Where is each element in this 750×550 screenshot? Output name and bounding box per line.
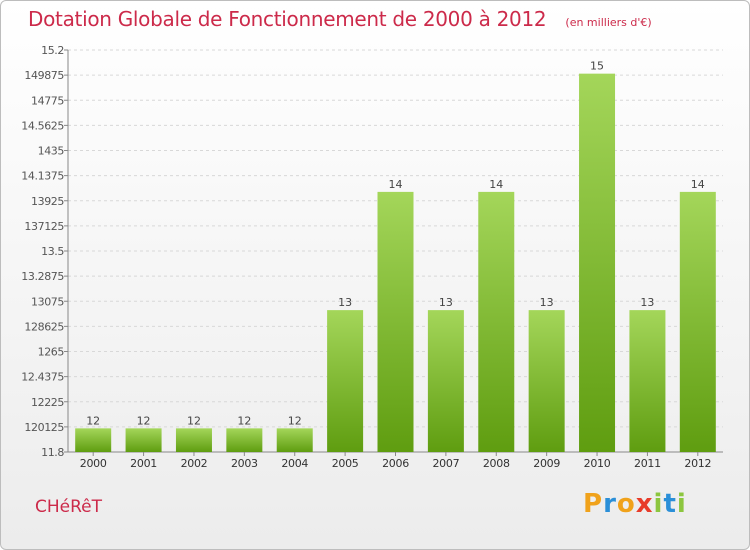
x-tick-label: 2003 bbox=[231, 457, 258, 470]
data-label: 12 bbox=[187, 414, 201, 427]
y-tick-label: 137125 bbox=[24, 220, 64, 233]
x-tick-label: 2002 bbox=[181, 457, 208, 470]
x-tick-label: 2005 bbox=[332, 457, 359, 470]
x-tick-label: 2004 bbox=[281, 457, 308, 470]
logo-letter: r bbox=[603, 489, 617, 519]
data-label: 14 bbox=[691, 178, 705, 191]
data-label: 14 bbox=[489, 178, 503, 191]
data-labels: 12 12 12 12 12 13 14 13 14 13 15 13 14 bbox=[86, 60, 705, 428]
data-label: 12 bbox=[86, 414, 100, 427]
y-tick-label: 13.5 bbox=[41, 245, 64, 258]
x-tick-label: 2000 bbox=[80, 457, 107, 470]
x-tick-label: 2001 bbox=[130, 457, 157, 470]
chart-title: Dotation Globale de Fonctionnement de 20… bbox=[28, 7, 547, 31]
data-label: 15 bbox=[590, 60, 604, 73]
y-tick-label: 12225 bbox=[31, 396, 64, 409]
title-row: Dotation Globale de Fonctionnement de 20… bbox=[28, 7, 652, 31]
bar-2003 bbox=[226, 428, 263, 452]
x-tick-label: 2008 bbox=[483, 457, 510, 470]
y-tick-label: 1265 bbox=[38, 346, 65, 359]
bar-2002 bbox=[175, 428, 212, 452]
x-tick-label: 2011 bbox=[634, 457, 661, 470]
y-tick-label: 120125 bbox=[24, 421, 64, 434]
bar-2012 bbox=[679, 191, 716, 452]
bar-2005 bbox=[327, 310, 364, 452]
y-tick-label: 13925 bbox=[31, 195, 64, 208]
y-tick-label: 12.4375 bbox=[21, 371, 64, 384]
x-tick-label: 2007 bbox=[432, 457, 459, 470]
data-label: 13 bbox=[640, 296, 654, 309]
y-tick-label: 128625 bbox=[24, 320, 64, 333]
bar-2000 bbox=[75, 428, 112, 452]
y-tick-label: 149875 bbox=[24, 69, 64, 82]
logo-letter: i bbox=[653, 489, 664, 519]
y-tick-label: 11.8 bbox=[41, 446, 64, 459]
bar-2010 bbox=[579, 73, 616, 452]
logo-letter: P bbox=[583, 489, 604, 519]
grid bbox=[68, 49, 723, 453]
data-label: 13 bbox=[540, 296, 554, 309]
y-tick-label: 14.1375 bbox=[21, 170, 64, 183]
logo-letter: i bbox=[676, 489, 687, 519]
bar-2011 bbox=[629, 310, 666, 452]
data-label: 13 bbox=[338, 296, 352, 309]
data-label: 12 bbox=[137, 414, 151, 427]
commune-name: CHéRêT bbox=[35, 497, 103, 517]
logo-letter: x bbox=[635, 489, 654, 519]
data-label: 13 bbox=[439, 296, 453, 309]
x-tick-label: 2006 bbox=[382, 457, 409, 470]
bars bbox=[75, 73, 716, 452]
x-tick-label: 2009 bbox=[533, 457, 560, 470]
data-label: 12 bbox=[237, 414, 251, 427]
logo-letter: o bbox=[616, 489, 636, 519]
y-tick-label: 14775 bbox=[31, 94, 64, 107]
y-tick-label: 13075 bbox=[31, 295, 64, 308]
logo-letter: t bbox=[663, 489, 677, 519]
y-tick-label: 14.5625 bbox=[21, 119, 64, 132]
x-tick-label: 2010 bbox=[584, 457, 611, 470]
bar-2007 bbox=[427, 310, 464, 452]
axes: 11.8 120125 12225 12.4375 1265 128625 13075 13.… bbox=[21, 44, 723, 470]
chart-unit: (en milliers d'€) bbox=[565, 16, 652, 29]
bar-2004 bbox=[276, 428, 313, 452]
y-tick-label: 1435 bbox=[38, 145, 65, 158]
bar-2008 bbox=[478, 191, 515, 452]
y-tick-label: 13.2875 bbox=[21, 270, 64, 283]
x-tick-label: 2012 bbox=[684, 457, 711, 470]
y-tick-label: 15.2 bbox=[41, 44, 64, 57]
data-label: 14 bbox=[389, 178, 403, 191]
data-label: 12 bbox=[288, 414, 302, 427]
bar-2006 bbox=[377, 191, 414, 452]
proxiti-logo: Proxiti bbox=[583, 489, 687, 519]
bar-2009 bbox=[528, 310, 565, 452]
bar-2001 bbox=[125, 428, 162, 452]
